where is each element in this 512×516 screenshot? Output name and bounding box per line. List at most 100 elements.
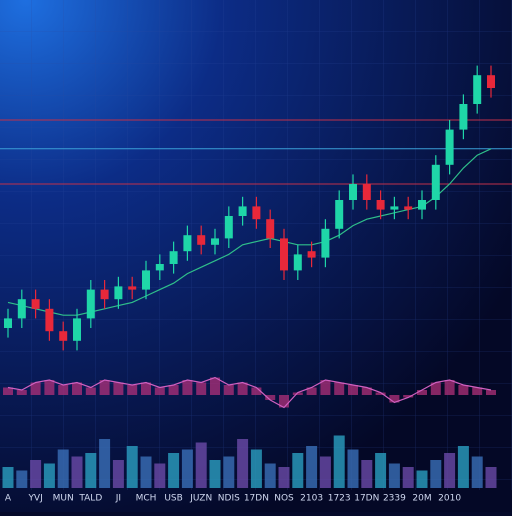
candle-body bbox=[404, 206, 413, 210]
volume-bar bbox=[430, 460, 442, 488]
candle-body bbox=[431, 164, 440, 200]
volume-bar bbox=[361, 460, 373, 488]
volume-bar bbox=[85, 453, 97, 488]
candle-body bbox=[224, 216, 233, 239]
x-tick-label: 1723 bbox=[328, 494, 351, 504]
volume-bar bbox=[43, 463, 55, 488]
x-tick-label: JI bbox=[115, 494, 121, 504]
volume-bar bbox=[250, 449, 262, 488]
oscillator-bar bbox=[334, 382, 345, 395]
x-tick-label: 17DN bbox=[354, 494, 379, 504]
oscillator-bar bbox=[375, 392, 386, 395]
volume-bar bbox=[154, 463, 166, 488]
volume-bar bbox=[112, 460, 124, 488]
volume-bar bbox=[57, 449, 69, 488]
oscillator-bar bbox=[99, 380, 110, 395]
candle-body bbox=[266, 219, 275, 239]
oscillator-bar bbox=[486, 390, 496, 395]
candle-body bbox=[114, 286, 123, 300]
volume-bar bbox=[195, 442, 207, 488]
oscillator-bar bbox=[320, 380, 331, 395]
oscillator-bar bbox=[265, 395, 276, 400]
candle-body bbox=[100, 289, 109, 300]
x-tick-label: 2339 bbox=[383, 494, 406, 504]
oscillator-bar bbox=[348, 385, 358, 395]
oscillator-bar bbox=[444, 380, 455, 395]
candle-body bbox=[31, 299, 40, 309]
oscillator-bar bbox=[472, 387, 483, 395]
volume-bar bbox=[485, 467, 497, 488]
volume-bar bbox=[416, 470, 428, 488]
oscillator-bar bbox=[210, 377, 220, 395]
volume-bar bbox=[2, 467, 14, 488]
candle-body bbox=[418, 200, 426, 210]
oscillator-bar bbox=[113, 382, 124, 395]
oscillator-bar bbox=[44, 380, 55, 395]
volume-bar bbox=[292, 453, 304, 488]
oscillator-bar bbox=[430, 382, 441, 395]
x-tick-label: TALD bbox=[78, 494, 102, 504]
volume-bar bbox=[16, 470, 28, 488]
volume-bar bbox=[209, 460, 221, 488]
volume-bar bbox=[347, 449, 359, 488]
candle-body bbox=[17, 299, 26, 319]
oscillator-bar bbox=[196, 382, 207, 395]
oscillator-bar bbox=[154, 387, 165, 395]
volume-bar bbox=[444, 453, 456, 488]
candle-body bbox=[280, 238, 288, 271]
oscillator-bar bbox=[223, 385, 234, 395]
volume-bar bbox=[457, 446, 469, 488]
x-tick-label: 17DN bbox=[244, 494, 269, 504]
oscillator-bar bbox=[237, 382, 248, 395]
x-tick-label: NDIS bbox=[218, 494, 240, 504]
candle-body bbox=[459, 104, 468, 130]
oscillator-bar bbox=[168, 385, 179, 395]
volume-bar bbox=[140, 456, 152, 488]
oscillator-bar bbox=[141, 382, 151, 395]
oscillator-bar bbox=[127, 385, 138, 395]
candle-body bbox=[169, 251, 178, 264]
volume-bar bbox=[319, 456, 331, 488]
x-tick-label: 2103 bbox=[300, 494, 323, 504]
oscillator-bar bbox=[3, 387, 13, 395]
candle-body bbox=[362, 184, 371, 200]
candle-body bbox=[128, 286, 137, 290]
candle-body bbox=[73, 318, 81, 341]
candle-body bbox=[211, 238, 219, 245]
oscillator-bar bbox=[403, 395, 414, 398]
candle-body bbox=[252, 206, 261, 220]
volume-bar bbox=[402, 467, 414, 488]
grid bbox=[0, 0, 512, 490]
candle-body bbox=[293, 254, 302, 271]
volume-bar bbox=[333, 435, 345, 488]
oscillator-bar bbox=[292, 392, 303, 395]
volume-bar bbox=[278, 467, 290, 488]
volume-bar bbox=[471, 456, 483, 488]
candle-body bbox=[473, 75, 482, 104]
x-tick-label: USB bbox=[164, 494, 182, 504]
x-tick-label: 20M bbox=[412, 494, 431, 504]
x-tick-label: JUZN bbox=[189, 494, 212, 504]
candle-body bbox=[307, 251, 316, 258]
oscillator-bar bbox=[72, 382, 82, 395]
oscillator-bar bbox=[417, 390, 427, 395]
volume-bar bbox=[181, 449, 193, 488]
volume-bar bbox=[30, 460, 42, 488]
oscillator-bar bbox=[361, 387, 372, 395]
x-tick-label: MCH bbox=[136, 494, 157, 504]
volume-bar bbox=[71, 456, 83, 488]
candle-body bbox=[197, 235, 206, 245]
oscillator-bar bbox=[85, 387, 96, 395]
x-tick-label: 2010 bbox=[438, 494, 461, 504]
volume-bar bbox=[237, 439, 249, 488]
candle-body bbox=[376, 200, 385, 210]
x-tick-label: MUN bbox=[53, 494, 74, 504]
volume-bar bbox=[306, 446, 318, 488]
volume-bar bbox=[388, 463, 400, 488]
oscillator-bar bbox=[306, 387, 317, 395]
volume-bar bbox=[375, 453, 387, 488]
candle-body bbox=[349, 184, 357, 200]
x-tick-label: NOS bbox=[274, 494, 294, 504]
candle-body bbox=[155, 264, 164, 271]
